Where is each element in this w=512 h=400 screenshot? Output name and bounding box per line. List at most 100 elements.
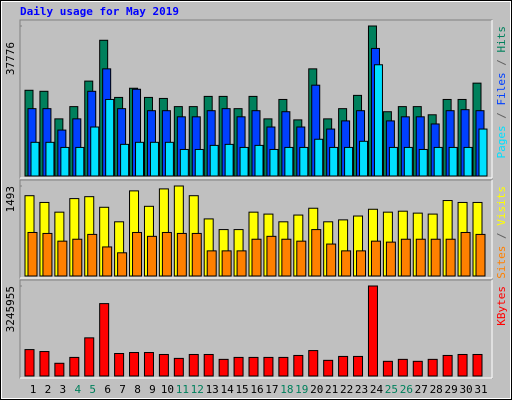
bar <box>385 241 396 277</box>
bar <box>418 148 428 177</box>
x-tick-label: 16 <box>250 383 263 396</box>
bar <box>433 146 443 177</box>
bar <box>161 231 172 277</box>
bar <box>370 240 381 277</box>
x-tick-label: 7 <box>119 383 126 396</box>
bar <box>57 240 68 277</box>
bar <box>251 238 262 277</box>
x-tick-label: 6 <box>104 383 111 396</box>
bar <box>472 353 483 377</box>
legend-entry: Files <box>495 72 508 105</box>
x-tick-label: 19 <box>295 383 308 396</box>
bar <box>179 148 189 177</box>
bar <box>87 233 98 277</box>
bar <box>269 148 279 177</box>
bar <box>397 358 408 377</box>
bar <box>463 146 473 177</box>
legend: KBytes <box>495 286 508 326</box>
bar <box>143 352 154 377</box>
bar <box>75 146 85 177</box>
bar <box>278 356 289 377</box>
bar <box>146 235 157 277</box>
x-tick-label: 4 <box>74 383 81 396</box>
bar <box>164 141 174 177</box>
bar <box>69 356 80 377</box>
bar <box>460 231 471 277</box>
x-tick-label: 21 <box>325 383 338 396</box>
bar <box>412 360 423 377</box>
bar <box>388 146 398 177</box>
bar <box>293 354 304 377</box>
x-tick-label: 11 <box>176 383 189 396</box>
bar <box>299 146 309 177</box>
bar <box>188 353 199 377</box>
bar <box>99 303 110 377</box>
bar <box>54 362 65 377</box>
bar <box>445 238 456 277</box>
bar <box>400 238 411 277</box>
bar <box>239 146 249 177</box>
bar <box>173 357 184 377</box>
bar <box>353 355 364 377</box>
bar <box>475 233 486 277</box>
x-tick-label: 12 <box>191 383 204 396</box>
bar <box>42 232 53 277</box>
y-tick-label: 3245955 <box>4 286 17 332</box>
bar <box>457 353 468 377</box>
bar <box>311 229 322 277</box>
bar <box>135 141 145 177</box>
x-tick-label: 9 <box>149 383 156 396</box>
legend-entry: Hits <box>495 26 508 53</box>
bar <box>221 250 232 277</box>
bar <box>356 250 367 277</box>
bar <box>60 146 70 177</box>
legend: Sites / Visits <box>495 186 508 279</box>
bar <box>191 232 202 277</box>
x-tick-label: 8 <box>134 383 141 396</box>
x-tick-label: 27 <box>415 383 428 396</box>
bar <box>117 252 128 277</box>
x-tick-label: 15 <box>235 383 248 396</box>
legend: Pages / Files / Hits <box>495 26 508 159</box>
x-tick-label: 23 <box>355 383 368 396</box>
bar <box>194 148 204 177</box>
bar <box>442 354 453 377</box>
bar <box>254 144 264 177</box>
bar <box>90 126 100 177</box>
bar <box>284 146 294 177</box>
bar <box>233 356 244 377</box>
bar <box>359 140 369 177</box>
bar <box>45 141 55 177</box>
bar <box>314 138 324 177</box>
bar <box>209 144 219 177</box>
bar <box>367 285 378 377</box>
bar <box>382 360 393 377</box>
bar <box>72 238 83 277</box>
legend-separator: / <box>495 226 508 246</box>
bar <box>403 146 413 177</box>
bar <box>132 231 143 277</box>
y-tick-label: 1493 <box>4 186 17 213</box>
bar <box>430 238 441 277</box>
x-tick-label: 18 <box>280 383 293 396</box>
x-tick-label: 13 <box>206 383 219 396</box>
bar <box>236 250 247 277</box>
bar <box>248 356 259 377</box>
x-tick-label: 30 <box>459 383 472 396</box>
bar <box>30 141 40 177</box>
bar <box>39 351 50 377</box>
legend-entry: Pages <box>495 125 508 158</box>
x-tick-label: 31 <box>474 383 487 396</box>
bar <box>338 355 349 377</box>
x-tick-label: 17 <box>265 383 278 396</box>
x-tick-label: 10 <box>161 383 174 396</box>
bar <box>149 141 159 177</box>
bar <box>427 358 438 377</box>
x-tick-label: 28 <box>430 383 443 396</box>
bar <box>102 246 113 277</box>
bar <box>129 352 140 377</box>
bar <box>478 128 488 177</box>
bar <box>105 98 115 177</box>
bar <box>281 238 292 277</box>
